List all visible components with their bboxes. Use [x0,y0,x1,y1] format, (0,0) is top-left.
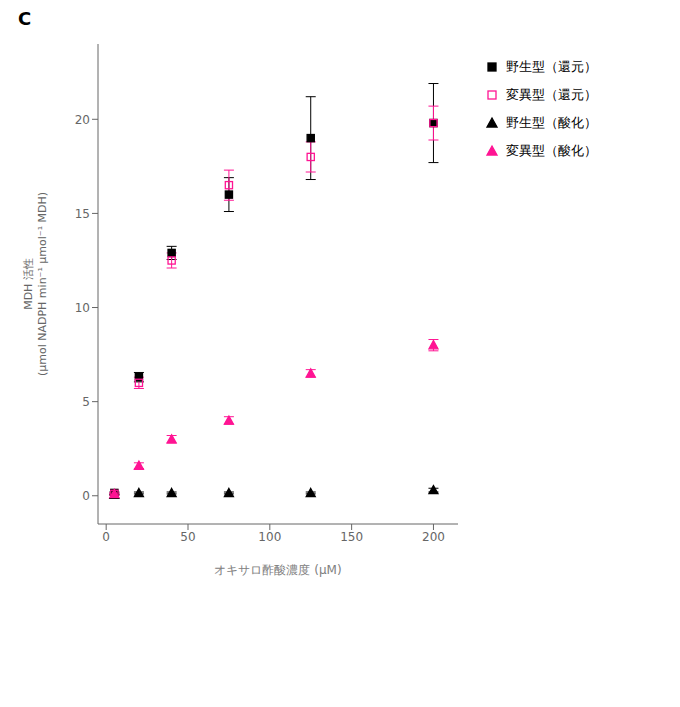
svg-text:オキサロ酢酸濃度 (μM): オキサロ酢酸濃度 (μM) [214,563,341,577]
svg-text:10: 10 [75,301,90,315]
html-text:C: C [18,8,32,29]
svg-text:0: 0 [82,489,90,503]
html-text:野生型（酸化）: 野生型（酸化） [506,115,597,130]
svg-text:100: 100 [258,530,281,544]
svg-text:MDH 活性(μmol NADPH min⁻¹ μmol⁻¹: MDH 活性(μmol NADPH min⁻¹ μmol⁻¹ MDH) [22,192,49,376]
html-text:野生型（還元）: 野生型（還元） [506,59,597,74]
svg-text:5: 5 [82,395,90,409]
html-text:変異型（酸化）: 変異型（酸化） [506,143,597,158]
svg-text:150: 150 [340,530,363,544]
svg-text:15: 15 [75,207,90,221]
html-text:変異型（還元）: 変異型（還元） [506,87,597,102]
svg-text:20: 20 [75,113,90,127]
svg-text:50: 50 [180,530,195,544]
svg-text:200: 200 [422,530,445,544]
svg-text:0: 0 [102,530,110,544]
